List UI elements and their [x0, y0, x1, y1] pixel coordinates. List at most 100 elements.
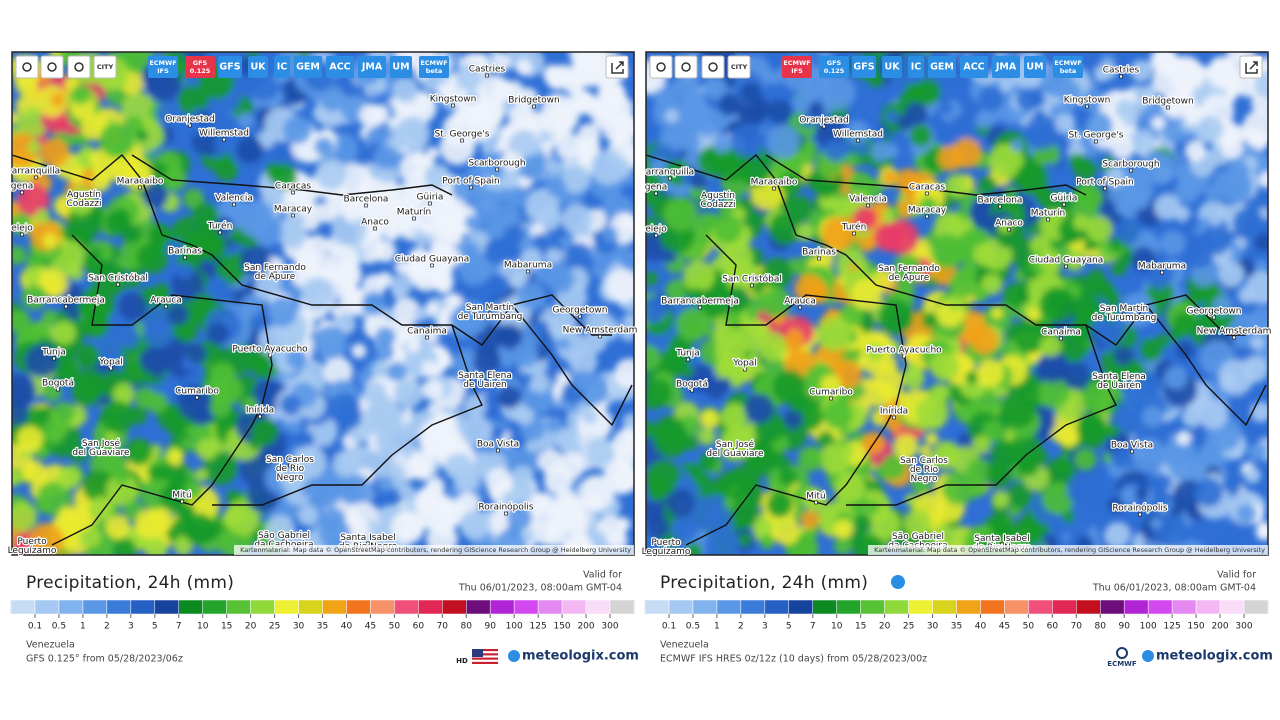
precip-cell: [1135, 487, 1149, 501]
city-label: Port of Spain: [442, 177, 499, 187]
model-button[interactable]: [326, 56, 354, 78]
model-button[interactable]: [294, 56, 322, 78]
precip-cell: [821, 216, 856, 251]
toolbar-icon[interactable]: [649, 55, 673, 79]
legend-label: 125: [1164, 622, 1181, 632]
precip-cell: [1029, 234, 1051, 256]
model-button[interactable]: [1053, 56, 1083, 78]
model-button[interactable]: [882, 56, 902, 78]
model-button[interactable]: [960, 56, 988, 78]
legend-label: 80: [1095, 622, 1107, 632]
city-label: Canaima: [1041, 328, 1081, 338]
precip-cell: [496, 324, 522, 350]
precip-cell: [304, 201, 320, 218]
city-label: Tunja: [41, 348, 66, 358]
city-marker: [925, 191, 929, 196]
precip-cell: [882, 170, 897, 185]
precip-cell: [424, 163, 451, 190]
model-button[interactable]: [992, 56, 1020, 78]
precip-cell: [839, 266, 854, 281]
legend-cell: [346, 599, 371, 615]
precip-cell: [919, 196, 937, 214]
precip-cell: [1254, 232, 1268, 251]
legend-cell: [1004, 599, 1029, 615]
precip-cell: [375, 342, 395, 362]
model-button[interactable]: [390, 56, 412, 78]
precip-cell: [1258, 171, 1268, 188]
city-label: Willemstad: [199, 129, 249, 139]
legend-label: 5: [152, 622, 158, 632]
toolbar-icon[interactable]: [40, 55, 64, 79]
model-button[interactable]: [185, 56, 215, 78]
flag-stripe: [472, 651, 498, 654]
precip-cell: [239, 245, 271, 277]
precip-cell: [1006, 483, 1032, 509]
precip-cell: [556, 133, 584, 161]
share-glyph: [1245, 61, 1258, 74]
legend-label: 10: [831, 622, 843, 632]
precip-cell: [478, 74, 511, 107]
model-button[interactable]: [358, 56, 386, 78]
precip-cell: [720, 402, 748, 430]
city-marker: [109, 366, 113, 371]
model-button[interactable]: [248, 56, 268, 78]
precip-cell: [738, 532, 752, 547]
city-label: Arauca: [150, 296, 182, 306]
precip-cell: [997, 74, 1015, 92]
precip-cell: [472, 345, 501, 375]
precip-cell: [1000, 393, 1036, 429]
precip-cell: [766, 124, 801, 159]
city-toggle[interactable]: [93, 55, 117, 79]
model-button[interactable]: [419, 56, 449, 78]
precip-cell: [930, 233, 966, 269]
model-button[interactable]: [908, 56, 924, 78]
precip-cell: [834, 471, 866, 503]
precip-cell: [893, 254, 922, 283]
precip-cell: [531, 320, 550, 338]
model-button[interactable]: [928, 56, 956, 78]
brand: meteologix.com: [522, 649, 639, 664]
model-button[interactable]: [218, 56, 242, 78]
precip-cell: [1111, 446, 1133, 469]
precip-cell: [592, 52, 607, 60]
legend-cell: [442, 599, 467, 615]
border: [765, 154, 1087, 196]
city-marker: [232, 202, 236, 207]
toolbar-icon[interactable]: [67, 55, 91, 79]
city-label: St. George's: [1069, 131, 1124, 141]
toolbar-icon[interactable]: [701, 55, 725, 79]
model-source: ECMWF IFS HRES 0z/12z (10 days) from 05/…: [660, 654, 927, 665]
precip-cell: [740, 82, 762, 103]
precip-cell: [556, 68, 574, 87]
toolbar-icon[interactable]: [15, 55, 39, 79]
model-button[interactable]: [819, 56, 849, 78]
toolbar-icon[interactable]: [674, 55, 698, 79]
model-button-label: UM: [392, 62, 409, 73]
precip-cell: [237, 112, 255, 129]
model-button[interactable]: [782, 56, 812, 78]
city-marker: [772, 186, 776, 191]
precip-cell: [183, 188, 205, 210]
precip-cell: [1160, 230, 1186, 256]
precip-cell: [1218, 261, 1245, 288]
precip-cell: [155, 101, 181, 127]
model-button[interactable]: [1024, 56, 1046, 78]
precip-cell: [17, 184, 50, 217]
precip-cell: [1212, 295, 1233, 317]
precip-cell: [328, 392, 361, 426]
model-button[interactable]: [148, 56, 178, 78]
model-button[interactable]: [274, 56, 290, 78]
precip-cell: [646, 516, 670, 540]
precip-cell: [387, 361, 407, 382]
precip-cell: [112, 383, 135, 405]
city-toggle[interactable]: [727, 55, 751, 79]
precip-cell: [1104, 167, 1126, 188]
model-button[interactable]: [852, 56, 876, 78]
precip-cell: [697, 283, 732, 319]
legend-label: 90: [484, 622, 496, 632]
precip-cell: [425, 328, 440, 343]
precip-cell: [12, 309, 31, 334]
precip-cell: [1120, 414, 1143, 436]
info-icon[interactable]: [891, 575, 905, 589]
precip-cell: [815, 250, 834, 269]
